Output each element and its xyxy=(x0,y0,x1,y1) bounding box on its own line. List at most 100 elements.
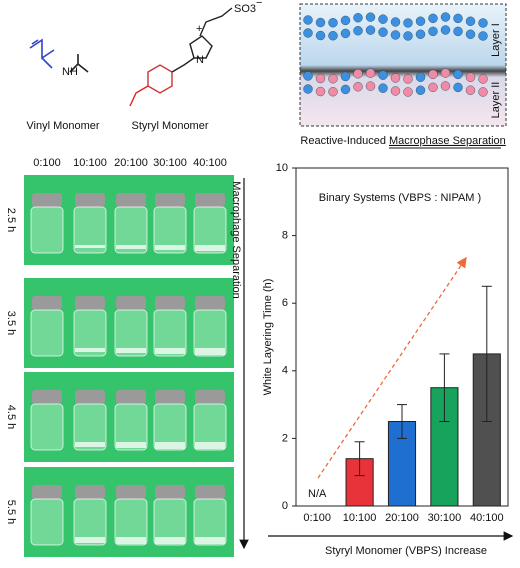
annotation: Binary Systems (VBPS : NIPAM ) xyxy=(319,192,481,204)
bead xyxy=(428,13,438,24)
vial-cap xyxy=(32,296,62,310)
bead xyxy=(478,74,488,84)
x-tick-label: 0:100 xyxy=(303,512,331,524)
white-layer xyxy=(195,245,225,251)
white-layer xyxy=(75,348,105,352)
vial-cap xyxy=(32,193,62,207)
bead xyxy=(465,85,476,95)
y-tick-label: 6 xyxy=(282,297,288,309)
vial-cap xyxy=(116,193,146,207)
atom: N xyxy=(196,54,204,66)
trend-arrow xyxy=(317,256,467,479)
y-tick-label: 0 xyxy=(282,500,288,512)
bead xyxy=(428,82,438,93)
y-axis-label: White Layering Time (h) xyxy=(262,279,274,396)
vial xyxy=(30,498,64,546)
bead xyxy=(440,25,451,35)
bead xyxy=(365,25,376,35)
bead xyxy=(353,82,363,92)
vial-cap xyxy=(116,296,146,310)
bond xyxy=(29,38,55,69)
bead xyxy=(328,74,338,84)
bond xyxy=(171,57,195,73)
vial xyxy=(114,403,148,451)
vial-cap xyxy=(195,390,225,404)
bead xyxy=(340,84,351,95)
vial-cap xyxy=(195,485,225,499)
vial xyxy=(73,403,107,451)
bead xyxy=(390,73,401,83)
vial xyxy=(114,309,148,357)
white-layer xyxy=(75,442,105,447)
vial xyxy=(193,309,227,357)
y-tick-label: 10 xyxy=(276,162,288,174)
caption: Reactive-Induced xyxy=(300,135,386,147)
bead xyxy=(340,28,351,39)
value-label: N/A xyxy=(308,488,327,500)
bead xyxy=(415,16,426,26)
layer-label: Layer I xyxy=(490,23,502,57)
bead xyxy=(403,87,413,97)
bead xyxy=(303,84,313,94)
bead xyxy=(328,18,338,28)
beads xyxy=(303,12,488,97)
ratio-label: 40:100 xyxy=(193,157,227,169)
structure-name: Styryl Monomer xyxy=(131,120,208,132)
bond xyxy=(129,85,149,107)
bead xyxy=(328,31,338,41)
bead xyxy=(353,69,363,79)
x-tick-label: 30:100 xyxy=(428,512,462,524)
bead xyxy=(353,13,363,23)
white-layer xyxy=(116,245,146,249)
bead xyxy=(453,13,463,24)
bead xyxy=(365,12,376,22)
arrow-label: Macrophage Separation xyxy=(230,181,242,298)
y-tick-label: 8 xyxy=(282,230,288,242)
vial xyxy=(73,498,107,546)
bead xyxy=(465,16,476,26)
bead xyxy=(453,69,463,80)
white-layer xyxy=(195,348,225,355)
ratio-label: 0:100 xyxy=(33,157,61,169)
ratio-label: 10:100 xyxy=(73,157,107,169)
y-tick-label: 2 xyxy=(282,432,288,444)
bead xyxy=(303,28,313,38)
vial-cap xyxy=(195,296,225,310)
bead xyxy=(415,85,426,95)
bead xyxy=(478,87,488,97)
vial xyxy=(153,403,187,451)
x-axis-label: Styryl Monomer (VBPS) Increase xyxy=(325,545,487,557)
styryl-structure xyxy=(129,7,233,107)
bead xyxy=(465,29,476,39)
bead xyxy=(403,74,413,84)
charge: − xyxy=(256,0,262,9)
vial-cap xyxy=(155,390,185,404)
ring xyxy=(147,64,173,94)
bead xyxy=(403,31,413,41)
bead xyxy=(440,12,451,22)
vial-cap xyxy=(75,296,105,310)
group: SO3 xyxy=(234,3,256,15)
ratio-label: 20:100 xyxy=(114,157,148,169)
bead xyxy=(378,70,388,80)
photos: 0:100 10:100 20:100 30:100 40:100 2.5 h 3.5 h 4… xyxy=(5,157,234,557)
vial-cap xyxy=(75,193,105,207)
bead xyxy=(428,69,438,80)
bead xyxy=(378,27,388,37)
bead xyxy=(315,73,326,84)
vial-cap xyxy=(32,390,62,404)
vial-cap xyxy=(155,193,185,207)
bead xyxy=(390,86,401,96)
charge: + xyxy=(196,23,202,35)
y-tick-label: 4 xyxy=(282,365,288,377)
bead xyxy=(453,82,463,93)
vial-cap xyxy=(195,193,225,207)
white-layer xyxy=(116,442,146,448)
bead xyxy=(328,87,338,97)
vial-cap xyxy=(155,296,185,310)
ratio-label: 30:100 xyxy=(153,157,187,169)
bead xyxy=(428,26,438,37)
bead xyxy=(365,81,376,91)
time-label: 4.5 h xyxy=(5,405,17,429)
